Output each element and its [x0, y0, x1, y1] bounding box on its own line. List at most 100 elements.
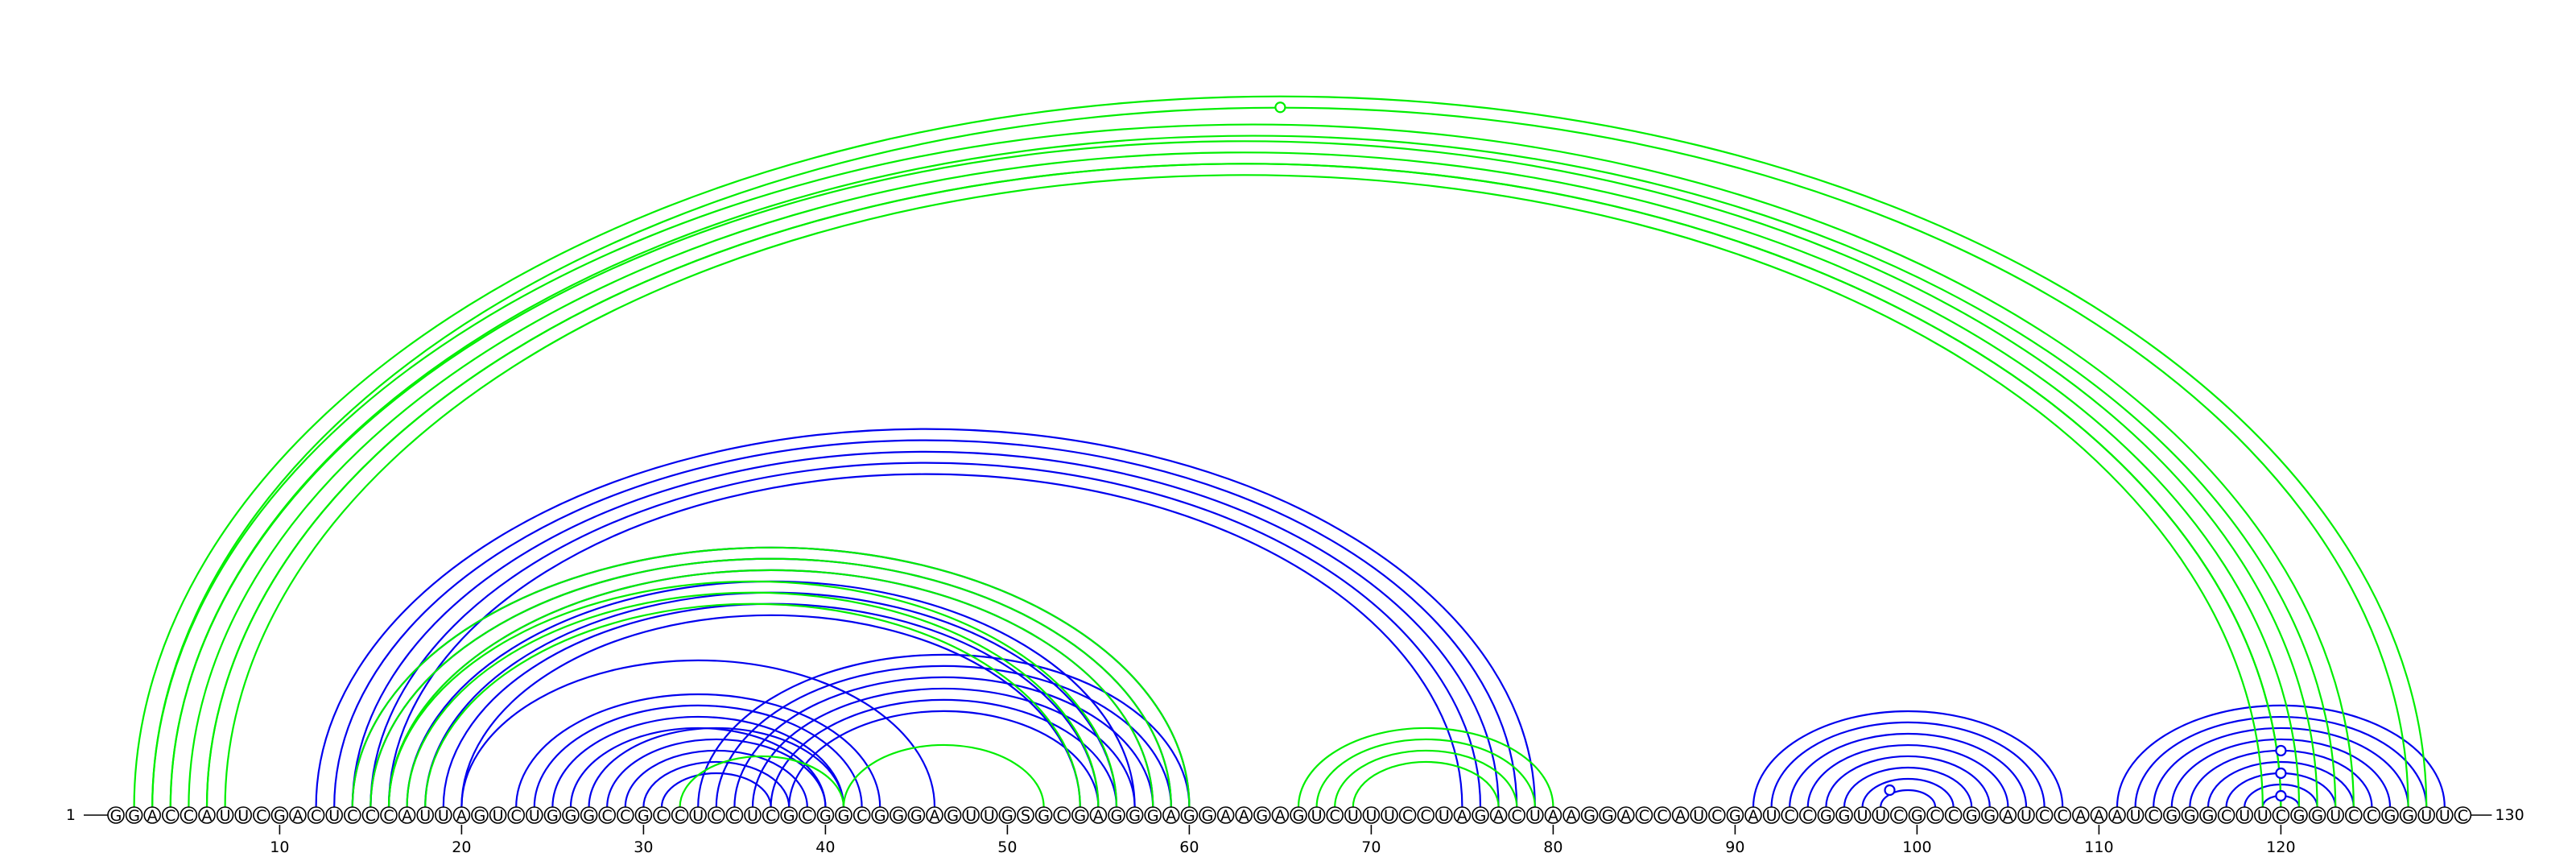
nucleotide: U: [1307, 806, 1326, 825]
nucleotide: G: [943, 806, 962, 825]
nucleotide-letter: U: [965, 807, 976, 825]
nucleotide: G: [998, 806, 1017, 825]
nucleotide-letter: C: [802, 807, 812, 825]
nucleotide-letter: A: [1093, 807, 1104, 825]
axis-tick-label: 90: [1725, 838, 1744, 856]
nucleotide-letter: U: [984, 807, 995, 825]
nucleotide: C: [653, 806, 671, 825]
nucleotide-letter: C: [165, 807, 175, 825]
nucleotide: G: [1817, 806, 1835, 825]
base-pair-arc: [387, 580, 1118, 808]
base-pair-arc: [2116, 704, 2446, 808]
nucleotide: U: [689, 806, 708, 825]
nucleotide: C: [2054, 806, 2071, 825]
nucleotide-letter: C: [511, 807, 522, 825]
nucleotide-letter: G: [638, 807, 650, 825]
nucleotide-letter: U: [220, 807, 231, 825]
markers-layer: [1274, 101, 2287, 802]
base-pair-arc: [733, 676, 1154, 808]
nucleotide-letter: G: [547, 807, 559, 825]
base-pair-arc: [424, 602, 1081, 808]
nucleotide: G: [1908, 806, 1926, 825]
base-pair-arc: [315, 428, 1536, 808]
nucleotide-letter: U: [747, 807, 758, 825]
nucleotide-letter: U: [1530, 807, 1541, 825]
base-pair-arc: [169, 140, 2318, 808]
nucleotide-letter: C: [766, 807, 776, 825]
nucleotide-letter: U: [529, 807, 540, 825]
nucleotide-letter: G: [1984, 807, 1996, 825]
arcs-layer: [133, 95, 2446, 808]
nucleotide: C: [852, 806, 871, 825]
base-pair-arc: [460, 614, 1081, 808]
nucleotide-letter: G: [819, 807, 832, 825]
nucleotide: A: [926, 806, 943, 825]
nucleotide: G: [1472, 806, 1489, 825]
nucleotide: G: [907, 806, 926, 825]
nucleotide: G: [2181, 806, 2199, 825]
base-pair-arc: [351, 546, 1191, 808]
nucleotide-letter: C: [602, 807, 613, 825]
nucleotide-letter: A: [293, 807, 303, 825]
nucleotide-letter: C: [1512, 807, 1522, 825]
nucleotide-letter: A: [402, 807, 412, 825]
nucleotide-letter: G: [2384, 807, 2396, 825]
nucleotide-letter: C: [1930, 807, 1940, 825]
nucleotide: U: [2436, 806, 2454, 825]
nucleotide: U: [216, 806, 234, 825]
nucleotide: U: [1762, 806, 1781, 825]
nucleotide-letter: C: [1421, 807, 1431, 825]
nucleotide: C: [1653, 806, 1671, 825]
base-pair-arc: [2170, 738, 2392, 808]
nucleotide-letter: G: [1966, 807, 1978, 825]
nucleotide-letter: A: [2112, 807, 2123, 825]
nucleotide-letter: C: [1948, 807, 1959, 825]
nucleotide: G: [1144, 806, 1162, 825]
nucleotide-letter: U: [1384, 807, 1395, 825]
nucleotide: U: [1344, 806, 1362, 825]
nucleotide: C: [725, 806, 744, 825]
ticks-layer: 10 20 30 40 50 60 70 80 90 100 110 120: [270, 825, 2296, 856]
nucleotide: G: [1034, 806, 1053, 825]
nucleotide: U: [2017, 806, 2035, 825]
nucleotide: C: [1799, 806, 1817, 825]
nucleotide: U: [2235, 806, 2253, 825]
nucleotide: G: [2290, 806, 2308, 825]
nucleotide-letter: C: [2458, 807, 2468, 825]
hairpin-loop-marker: [2275, 789, 2287, 802]
base-pair-arc: [842, 743, 1045, 808]
nucleotide: C: [671, 806, 689, 825]
nucleotide: U: [489, 806, 507, 825]
nucleotide: G: [125, 806, 143, 825]
nucleotide: G: [1108, 806, 1125, 825]
nucleotide-letter: G: [565, 807, 577, 825]
nucleotide: C: [507, 806, 526, 825]
nucleotide-letter: A: [1457, 807, 1468, 825]
nucleotide-letter: C: [620, 807, 630, 825]
axis-tick-label: 100: [1902, 838, 1931, 856]
nucleotide-letter: U: [1365, 807, 1377, 825]
nucleotide-letter: U: [1439, 807, 1450, 825]
nucleotide-letter: U: [1875, 807, 1886, 825]
nucleotide-letter: G: [1602, 807, 1614, 825]
nucleotide-letter: C: [1785, 807, 1795, 825]
nucleotide-letter: U: [2239, 807, 2250, 825]
nucleotide: C: [343, 806, 361, 825]
base-pair-arc: [2134, 715, 2428, 808]
base-pair-arc: [369, 462, 1482, 808]
nucleotide-letter: U: [2421, 807, 2432, 825]
nucleotide-letter: G: [1820, 807, 1832, 825]
base-pair-arc: [1334, 749, 1518, 808]
nucleotide-letter: C: [2221, 807, 2231, 825]
nucleotide: G: [471, 806, 489, 825]
nucleotide: A: [1671, 806, 1690, 825]
nucleotide-letter: U: [2439, 807, 2450, 825]
axis-tick-label: 50: [997, 838, 1017, 856]
base-pair-arc: [133, 95, 2428, 808]
nucleotide: C: [798, 806, 816, 825]
base-pair-arc: [224, 174, 2264, 808]
nucleotide-letter: C: [2058, 807, 2068, 825]
nucleotide-letter: C: [729, 807, 740, 825]
nucleotide-letter: C: [2276, 807, 2286, 825]
nucleotide: G: [1963, 806, 1980, 825]
